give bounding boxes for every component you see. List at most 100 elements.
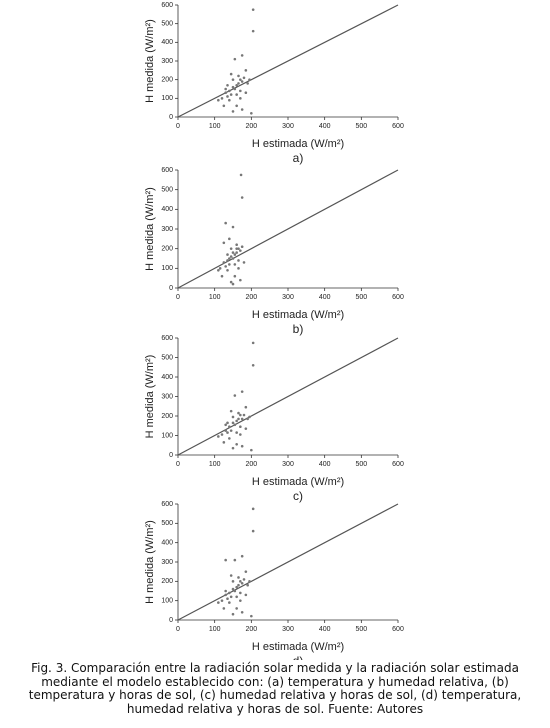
y-tick-label: 400 (161, 39, 173, 46)
data-point (226, 259, 229, 262)
y-axis-label: H medida (W/m²) (144, 187, 156, 271)
data-point (233, 274, 237, 278)
data-point (231, 257, 235, 260)
data-point (251, 364, 255, 367)
data-point (231, 282, 235, 286)
y-tick-label: 500 (161, 21, 173, 28)
x-tick-label: 100 (209, 461, 221, 468)
reference-line (177, 503, 399, 621)
data-point (233, 423, 237, 427)
data-point (222, 607, 226, 610)
panel-label: d) (293, 654, 304, 660)
data-point (242, 261, 246, 264)
x-tick-label: 100 (209, 294, 221, 301)
y-tick-label: 300 (161, 58, 173, 65)
y-tick-label: 200 (161, 578, 173, 585)
data-point (228, 601, 231, 604)
data-point (235, 247, 238, 250)
data-point (222, 261, 226, 264)
data-point (231, 446, 235, 450)
data-point (242, 413, 246, 417)
data-point (237, 583, 240, 587)
panel-label: c) (293, 489, 303, 503)
y-tick-label: 200 (161, 246, 173, 253)
data-point (226, 95, 229, 98)
reference-line (177, 169, 399, 289)
data-point (235, 585, 238, 589)
y-tick-label: 0 (169, 114, 173, 121)
data-point (228, 257, 231, 260)
data-point (224, 265, 227, 268)
data-point (235, 93, 238, 96)
data-point (235, 431, 238, 434)
x-tick-label: 300 (282, 294, 294, 301)
data-point (228, 89, 231, 93)
x-tick-label: 600 (392, 294, 404, 301)
y-tick-label: 100 (161, 95, 173, 102)
data-point (222, 104, 226, 108)
x-axis-label: H estimada (W/m²) (252, 641, 344, 653)
y-tick-label: 300 (161, 559, 173, 566)
x-tick-label: 300 (282, 461, 294, 468)
data-point (251, 29, 255, 33)
data-point (251, 8, 255, 11)
data-point (226, 431, 229, 434)
data-point (240, 80, 244, 83)
data-point (220, 433, 224, 436)
data-point (240, 196, 244, 199)
data-point (240, 390, 244, 393)
data-point (239, 78, 242, 81)
x-tick-label: 0 (176, 123, 180, 130)
data-point (251, 341, 255, 345)
data-point (248, 415, 251, 419)
data-point (239, 591, 242, 595)
y-tick-label: 400 (161, 540, 173, 547)
y-tick-label: 200 (161, 413, 173, 420)
data-point (239, 97, 242, 100)
data-point (231, 85, 235, 89)
x-tick-label: 500 (355, 123, 367, 130)
data-point (239, 599, 242, 602)
data-point (240, 108, 244, 111)
figure: 0 100 200 300 400 500 600 0 100 200 300 400 500 600 H … (144, 2, 404, 660)
data-point (229, 72, 233, 76)
data-point (233, 263, 237, 266)
data-point (228, 237, 231, 241)
y-tick-label: 0 (169, 285, 173, 292)
data-point (235, 104, 238, 108)
data-point (237, 417, 240, 421)
data-point (251, 507, 255, 511)
data-point (226, 253, 229, 256)
data-point (228, 263, 231, 266)
panel-label: a) (293, 151, 304, 165)
y-tick-label: 500 (161, 520, 173, 527)
y-tick-label: 100 (161, 265, 173, 272)
reference-line (177, 337, 399, 456)
y-tick-label: 400 (161, 206, 173, 213)
data-point (233, 57, 237, 61)
x-axis-label: H estimada (W/m²) (252, 309, 344, 321)
x-tick-label: 600 (392, 626, 404, 633)
data-point (229, 574, 233, 577)
data-point (224, 589, 227, 593)
x-tick-label: 100 (209, 123, 221, 130)
data-point (246, 82, 249, 85)
x-tick-label: 0 (176, 626, 180, 633)
x-axis-label: H estimada (W/m²) (252, 138, 344, 150)
data-point (244, 570, 248, 573)
data-point (231, 612, 235, 616)
data-point (229, 93, 233, 96)
x-tick-label: 200 (245, 123, 257, 130)
data-point (231, 421, 235, 425)
data-point (224, 91, 227, 95)
data-point (239, 173, 243, 177)
data-point (217, 435, 220, 438)
data-point (242, 76, 246, 80)
y-axis-label: H medida (W/m²) (144, 355, 156, 439)
data-point (240, 444, 244, 448)
data-point (220, 274, 224, 278)
x-tick-label: 300 (282, 123, 294, 130)
data-point (239, 425, 242, 429)
data-point (235, 595, 238, 599)
y-tick-label: 600 (161, 167, 173, 174)
